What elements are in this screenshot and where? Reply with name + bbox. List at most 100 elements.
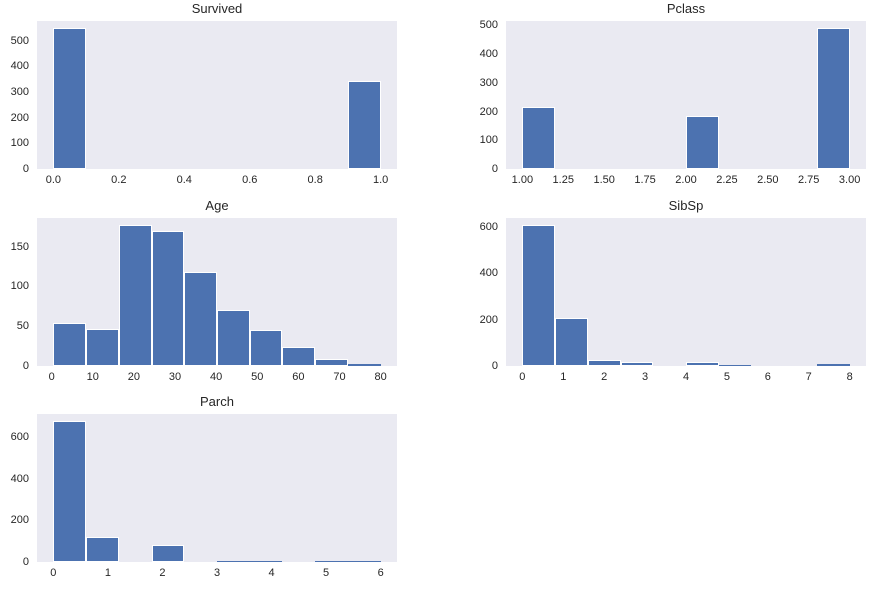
subplot-title: Survived <box>191 1 243 16</box>
histogram-bar <box>249 561 283 562</box>
histogram-bar <box>347 561 381 562</box>
y-tick-label: 300 <box>10 85 29 98</box>
x-tick-label: 30 <box>168 371 182 383</box>
x-tick-label: 4 <box>268 567 275 579</box>
subplot-survived: Survived 0 100 200 300 400 500 0.0 0.2 0.4 0.6 0.8… <box>11 1 397 186</box>
histogram-bar <box>522 107 556 169</box>
histogram-bar <box>184 272 217 366</box>
histogram-bar <box>118 225 152 366</box>
histogram-bar <box>151 545 185 562</box>
x-tick-label: 0 <box>50 567 57 579</box>
subplot-pclass: Pclass 0 100 200 300 400 500 1.00 1.25 1.50 1.75 2… <box>480 1 866 186</box>
y-tick-label: 500 <box>479 19 498 32</box>
y-tick-label: 200 <box>479 313 498 326</box>
y-tick-label: 200 <box>10 514 29 527</box>
subplot-sibsp: SibSp 0 200 400 600 0 1 2 3 4 5 6 7 8 <box>480 198 866 383</box>
x-tick-label: 5 <box>323 567 330 579</box>
x-tick-label: 7 <box>805 371 812 383</box>
x-tick-label: 1.25 <box>552 174 574 186</box>
histogram-bar <box>217 560 250 562</box>
histogram-bar <box>587 359 621 366</box>
histogram-bar <box>53 28 87 169</box>
x-tick-label: 3.00 <box>838 174 861 186</box>
histogram-bar <box>686 116 719 169</box>
histogram-bar <box>686 361 719 366</box>
x-tick-label: 3 <box>642 371 649 383</box>
x-tick-label: 1 <box>560 371 567 383</box>
y-tick-label: 0 <box>22 556 29 568</box>
y-tick-label: 600 <box>479 220 498 233</box>
y-tick-label: 100 <box>10 137 29 150</box>
histogram-bar <box>282 346 316 366</box>
plot-area <box>37 21 397 169</box>
histogram-bar <box>347 81 381 169</box>
x-tick-label: 0.8 <box>307 174 323 186</box>
y-tick-label: 200 <box>10 111 29 124</box>
x-tick-label: 0.6 <box>242 174 258 186</box>
y-tick-label: 0 <box>22 360 29 372</box>
y-tick-label: 0 <box>491 360 498 372</box>
y-tick-label: 400 <box>10 60 29 73</box>
x-tick-label: 5 <box>723 371 730 383</box>
subplot-title: Pclass <box>666 1 706 16</box>
histogram-bar <box>620 362 654 366</box>
plot-area <box>37 218 397 366</box>
histogram-bar <box>315 560 348 562</box>
x-tick-label: 1.50 <box>593 174 615 186</box>
histogram-bar <box>816 28 850 169</box>
x-tick-label: 50 <box>251 371 264 383</box>
x-tick-label: 0.2 <box>111 174 127 186</box>
y-tick-label: 200 <box>479 105 498 118</box>
y-tick-label: 50 <box>16 320 29 333</box>
x-tick-label: 0.4 <box>176 174 192 186</box>
histogram-bar <box>151 231 185 366</box>
histogram-bar <box>86 329 119 366</box>
plot-area <box>506 218 866 366</box>
x-tick-label: 1.0 <box>372 174 389 186</box>
x-tick-label: 2 <box>601 371 608 383</box>
histogram-bar <box>718 364 752 366</box>
x-tick-label: 3 <box>213 567 221 579</box>
x-tick-label: 1.75 <box>634 174 656 186</box>
subplot-title: Parch <box>200 394 234 409</box>
y-tick-label: 100 <box>10 280 29 293</box>
histogram-bar <box>86 537 119 562</box>
y-tick-label: 0 <box>491 163 498 175</box>
x-tick-label: 4 <box>682 371 690 383</box>
x-tick-label: 1 <box>104 567 111 579</box>
x-tick-label: 2.50 <box>757 174 779 186</box>
subplot-title: Age <box>205 198 229 213</box>
x-tick-label: 60 <box>292 371 305 383</box>
y-tick-label: 500 <box>10 34 29 47</box>
x-tick-label: 0 <box>48 371 55 383</box>
y-tick-label: 400 <box>479 267 498 280</box>
subplot-title: SibSp <box>668 198 704 213</box>
plot-area <box>506 21 866 169</box>
histogram-bar <box>249 330 283 366</box>
x-tick-label: 40 <box>210 371 223 383</box>
y-tick-label: 400 <box>10 472 29 485</box>
subplot-age: Age 0 50 100 150 0 10 20 30 40 50 60 70 80 <box>11 198 397 383</box>
subplot-parch: Parch 0 200 400 600 0 1 2 3 4 5 6 <box>11 394 397 579</box>
y-tick-label: 0 <box>22 163 29 175</box>
x-tick-label: 8 <box>846 371 853 383</box>
x-tick-label: 10 <box>86 371 99 383</box>
y-tick-label: 150 <box>10 240 29 253</box>
x-tick-label: 2.00 <box>675 174 697 186</box>
x-tick-label: 2.25 <box>716 174 738 186</box>
x-tick-label: 2 <box>159 567 166 579</box>
y-tick-label: 300 <box>479 76 498 89</box>
x-tick-label: 6 <box>764 371 771 383</box>
x-tick-label: 2.75 <box>798 174 820 186</box>
x-tick-label: 0.0 <box>45 174 62 186</box>
x-tick-label: 1.00 <box>511 174 534 186</box>
x-tick-label: 70 <box>333 371 346 383</box>
plot-area <box>37 414 397 562</box>
histogram-bar <box>53 323 87 366</box>
y-tick-label: 600 <box>10 431 29 444</box>
x-tick-label: 80 <box>374 371 387 383</box>
y-tick-label: 400 <box>479 48 498 61</box>
histogram-bar <box>555 317 588 366</box>
histogram-bar <box>315 358 348 366</box>
histogram-bar <box>53 421 87 562</box>
